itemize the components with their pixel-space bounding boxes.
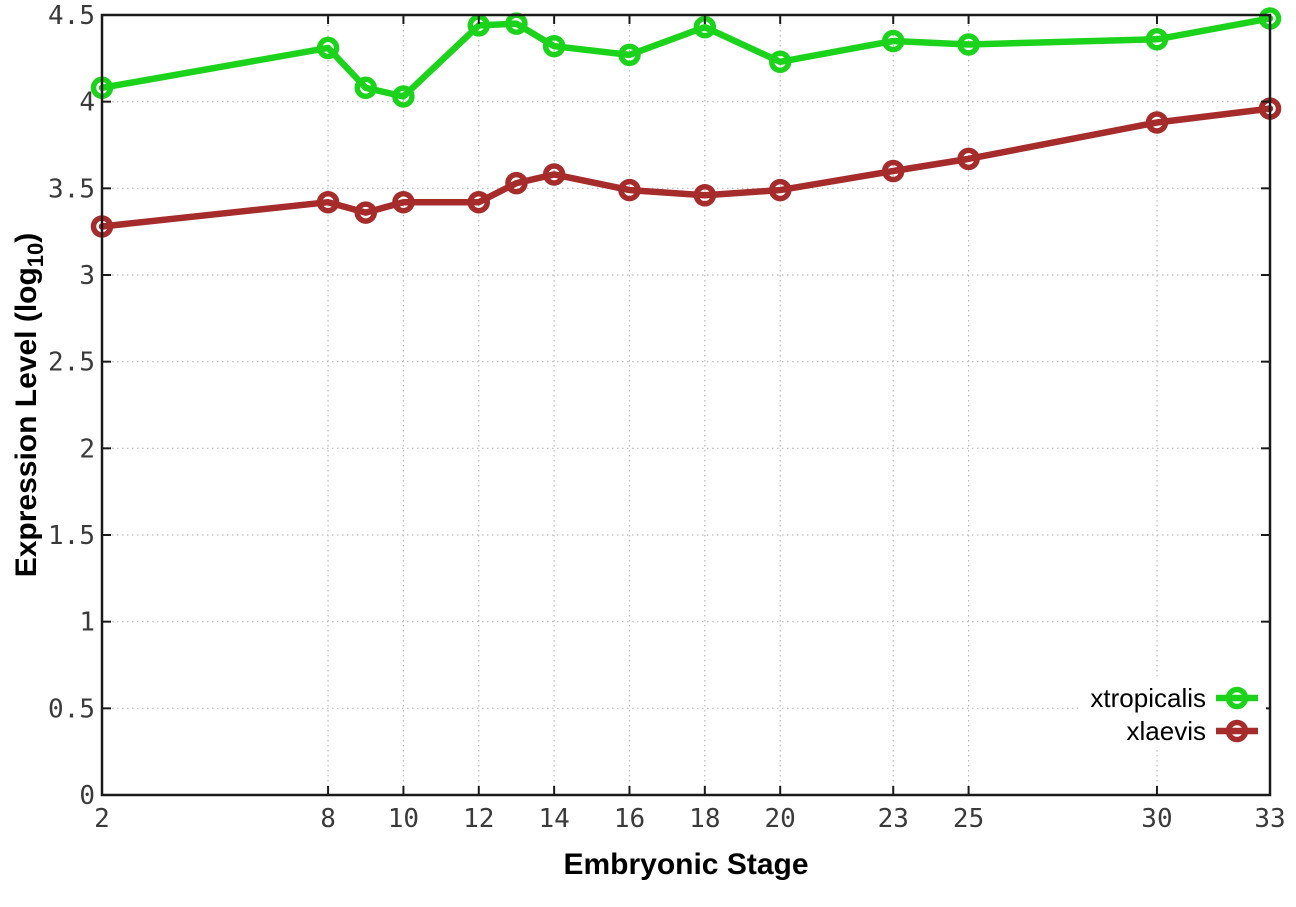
y-tick-label-0: 0 bbox=[79, 781, 95, 811]
data-point-xlaevis-9 bbox=[354, 201, 377, 224]
y-tick-label-1: 1 bbox=[79, 608, 95, 638]
data-point-xtropicalis-23 bbox=[881, 29, 905, 53]
data-point-xlaevis-12 bbox=[467, 190, 491, 214]
x-tick-label-10: 10 bbox=[388, 804, 419, 834]
data-point-xlaevis-18 bbox=[693, 184, 717, 207]
x-tick-label-16: 16 bbox=[614, 804, 645, 834]
data-point-xlaevis-14 bbox=[542, 163, 566, 186]
data-point-xlaevis-20 bbox=[768, 178, 792, 202]
x-tick-label-25: 25 bbox=[953, 804, 984, 834]
x-tick-label-20: 20 bbox=[765, 804, 796, 834]
y-tick-label-2: 2 bbox=[79, 434, 95, 464]
x-tick-label-8: 8 bbox=[320, 804, 336, 834]
data-point-xlaevis-16 bbox=[618, 178, 641, 202]
x-tick-label-23: 23 bbox=[878, 804, 909, 834]
tick-labels: 2 8 10 12 14 16 18 20 23 25 30 33 0 0.5 1 1.5 2 2.5 3 3.5 4 4… bbox=[48, 1, 1286, 834]
data-point-xlaevis-30 bbox=[1145, 111, 1169, 134]
y-tick-label-4.5: 4.5 bbox=[48, 1, 95, 31]
data-point-xtropicalis-10 bbox=[392, 85, 415, 108]
x-tick-label-30: 30 bbox=[1141, 804, 1172, 834]
grid-lines bbox=[102, 15, 1270, 795]
data-point-xtropicalis-8 bbox=[316, 36, 340, 60]
x-tick-label-12: 12 bbox=[463, 804, 494, 834]
legend-label-xlaevis: xlaevis bbox=[1127, 716, 1206, 746]
series-line-xlaevis bbox=[98, 105, 1274, 230]
x-tick-label-33: 33 bbox=[1254, 804, 1285, 834]
legend-marker-xlaevis bbox=[1216, 719, 1258, 743]
series-line-xtropicalis bbox=[98, 15, 1274, 100]
y-tick-label-0.5: 0.5 bbox=[48, 694, 95, 724]
x-tick-label-2: 2 bbox=[94, 804, 110, 834]
x-tick-label-18: 18 bbox=[689, 804, 720, 834]
y-tick-label-1.5: 1.5 bbox=[48, 521, 95, 551]
data-point-xtropicalis-30 bbox=[1145, 28, 1169, 51]
axis-ticks bbox=[101, 14, 1271, 796]
y-tick-label-2.5: 2.5 bbox=[48, 348, 95, 378]
data-point-xtropicalis-25 bbox=[957, 33, 980, 56]
data-point-xtropicalis-14 bbox=[542, 34, 566, 58]
y-tick-label-3.5: 3.5 bbox=[48, 174, 95, 204]
legend-marker-xtropicalis bbox=[1216, 686, 1258, 710]
data-point-xtropicalis-20 bbox=[768, 50, 792, 74]
data-point-xtropicalis-9 bbox=[354, 76, 377, 100]
legend-label-xtropicalis: xtropicalis bbox=[1090, 683, 1206, 713]
y-axis-title: Expression Level (log10) bbox=[10, 233, 48, 578]
data-point-xlaevis-10 bbox=[392, 190, 415, 214]
data-point-xlaevis-13 bbox=[505, 171, 528, 195]
y-tick-label-4: 4 bbox=[79, 88, 95, 118]
data-point-xlaevis-8 bbox=[316, 190, 340, 214]
data-point-xtropicalis-16 bbox=[618, 43, 641, 67]
plot-border bbox=[100, 13, 1272, 797]
data-point-xlaevis-23 bbox=[881, 159, 905, 183]
x-axis-title: Embryonic Stage bbox=[563, 848, 808, 881]
legend-point-xtropicalis bbox=[1225, 686, 1249, 710]
y-tick-label-3: 3 bbox=[79, 261, 95, 291]
x-tick-label-14: 14 bbox=[538, 804, 569, 834]
chart-legend: xtropicalis xlaevis bbox=[1078, 678, 1266, 750]
data-point-xlaevis-25 bbox=[957, 147, 980, 171]
legend-point-xlaevis bbox=[1225, 719, 1249, 743]
series-layer bbox=[90, 7, 1282, 238]
